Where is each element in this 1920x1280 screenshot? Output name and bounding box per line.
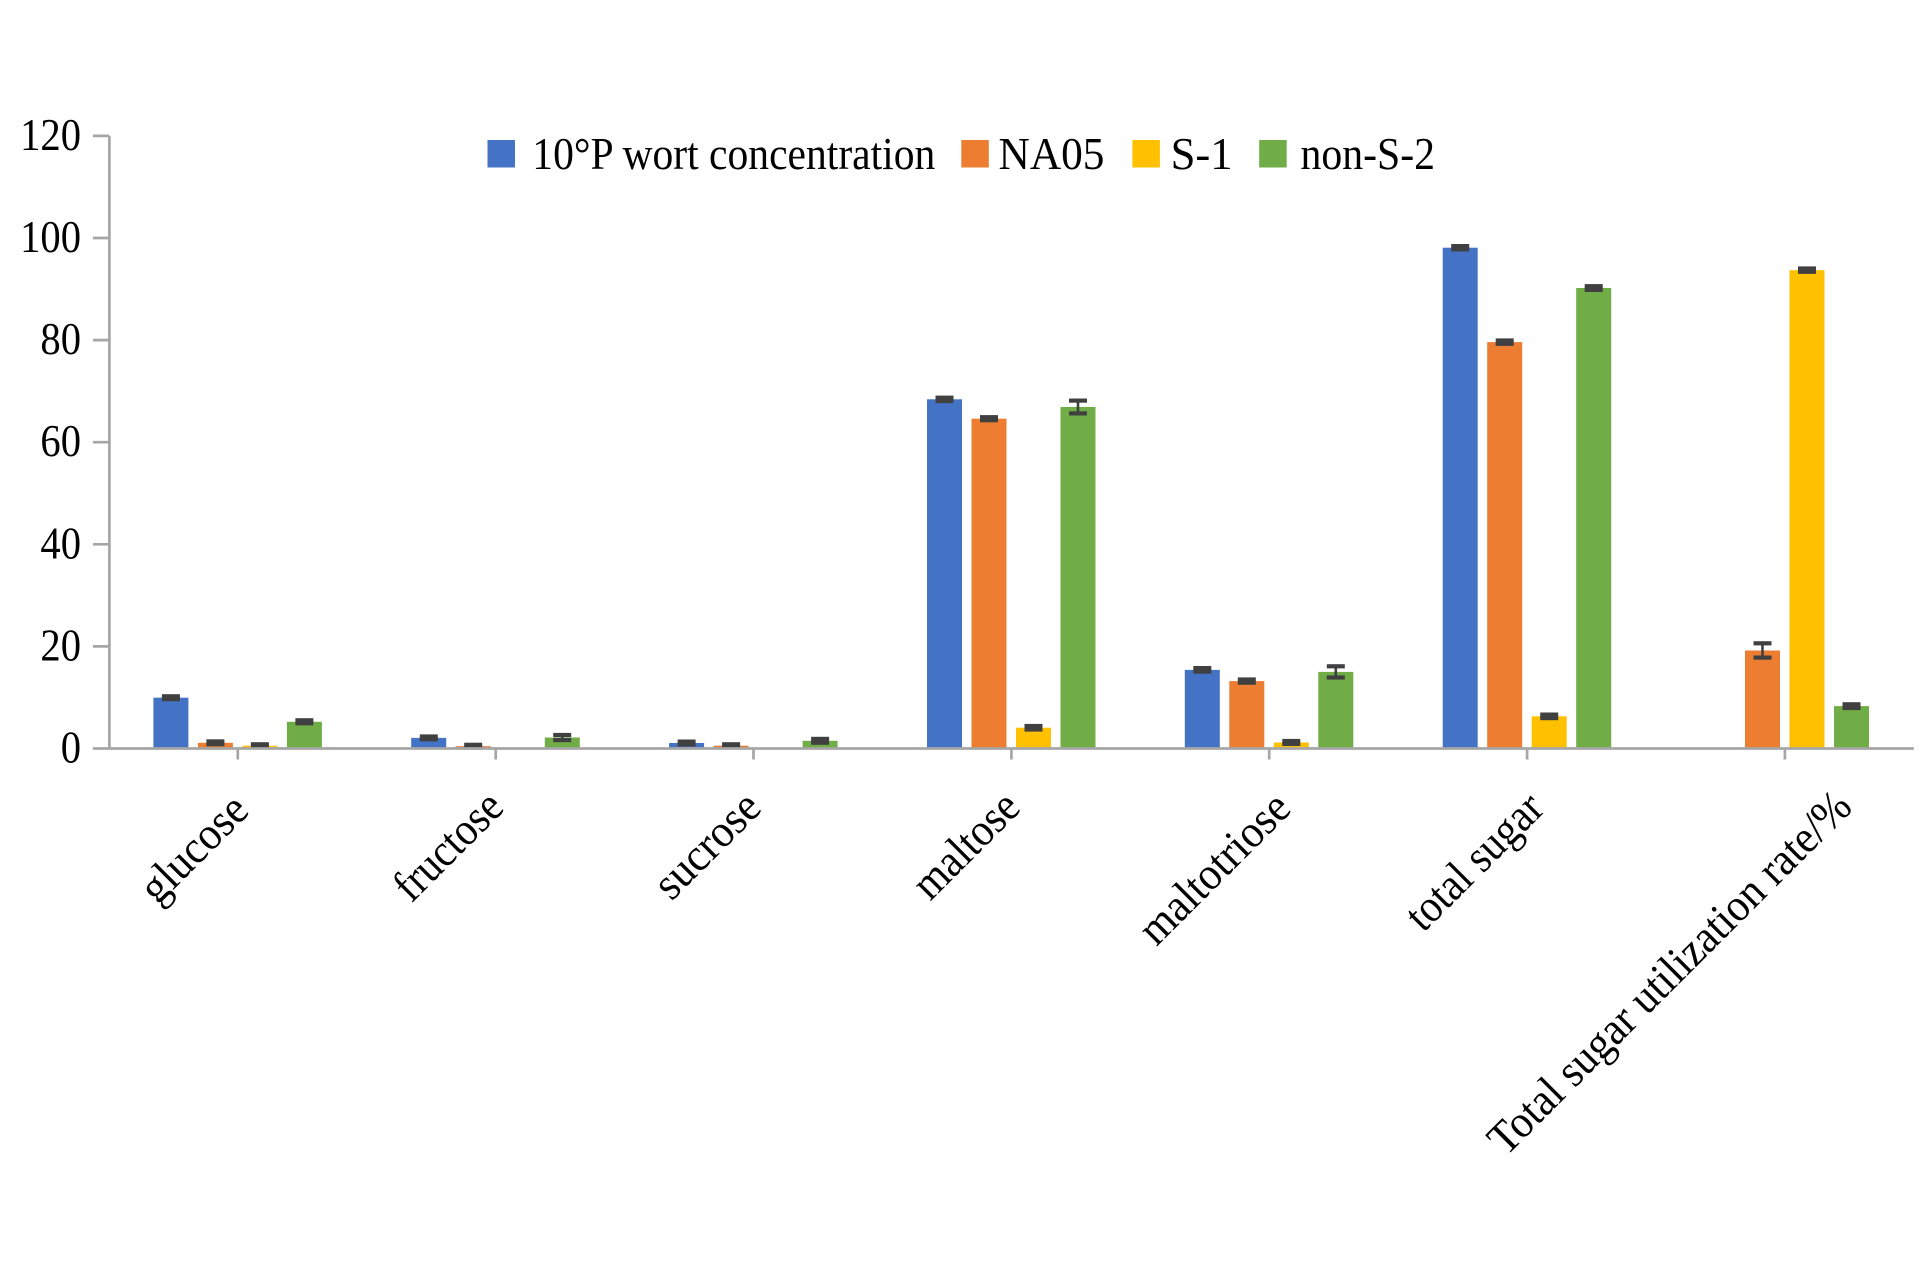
svg-text:20: 20 — [40, 619, 81, 670]
svg-text:100: 100 — [20, 211, 81, 262]
svg-text:0: 0 — [61, 722, 81, 773]
svg-text:non-S-2: non-S-2 — [1301, 128, 1436, 179]
svg-text:NA05: NA05 — [999, 128, 1105, 179]
svg-text:S-1: S-1 — [1171, 128, 1233, 179]
svg-text:60: 60 — [40, 415, 81, 466]
svg-text:40: 40 — [40, 517, 81, 568]
svg-text:120: 120 — [20, 109, 81, 160]
svg-text:80: 80 — [40, 313, 81, 364]
svg-text:10°P wort concentration: 10°P wort concentration — [532, 128, 935, 179]
